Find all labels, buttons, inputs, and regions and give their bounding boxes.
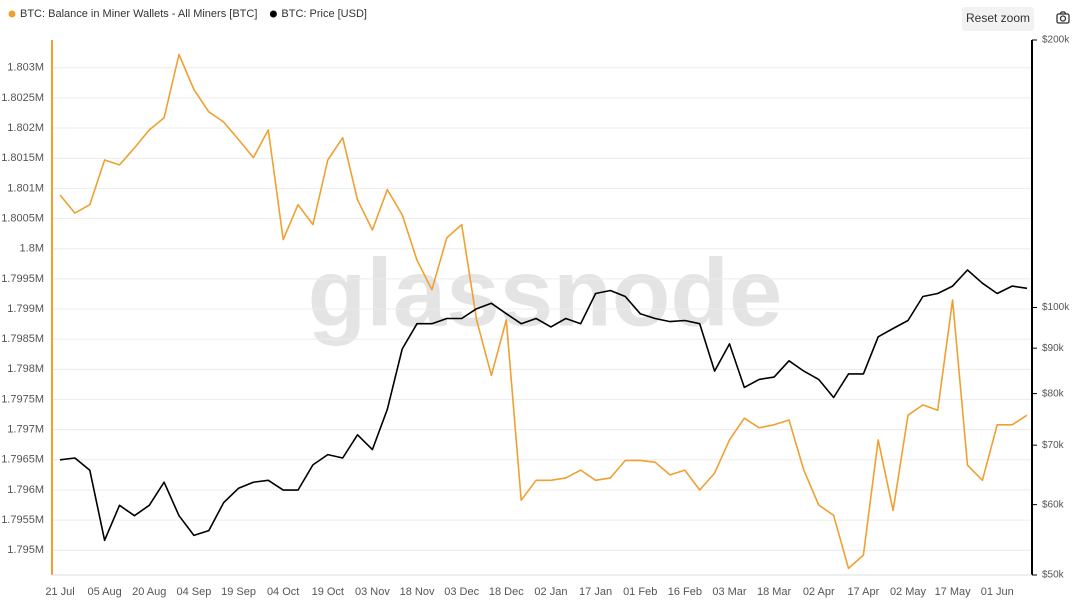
y2-tick-label: $50k [1042,570,1065,581]
y-tick-label: 1.799M [7,303,44,315]
y-tick-label: 1.8005M [1,212,44,224]
x-tick-label: 01 Feb [623,586,657,598]
legend-label: BTC: Balance in Miner Wallets - All Mine… [20,8,257,20]
y-tick-label: 1.797M [7,424,44,436]
x-tick-label: 20 Aug [132,586,166,598]
y-tick-label: 1.803M [7,62,44,74]
x-tick-label: 05 Aug [87,586,121,598]
x-tick-label: 16 Feb [668,586,702,598]
y-tick-label: 1.8M [20,243,44,255]
y2-tick-label: $100k [1042,302,1070,313]
x-tick-label: 19 Sep [221,586,256,598]
x-tick-label: 21 Jul [45,586,74,598]
watermark: glassnode [308,239,783,346]
x-tick-label: 18 Nov [400,586,435,598]
y-tick-label: 1.795M [7,544,44,556]
x-tick-label: 04 Oct [267,586,299,598]
y-tick-label: 1.8015M [1,152,44,164]
y2-tick-label: $70k [1042,440,1065,451]
y-tick-label: 1.801M [7,182,44,194]
x-tick-label: 17 May [935,586,972,598]
x-tick-label: 03 Mar [712,586,747,598]
y-tick-label: 1.798M [7,363,44,375]
y2-tick-label: $80k [1042,388,1065,399]
y2-tick-label: $90k [1042,343,1065,354]
y-tick-label: 1.7955M [1,514,44,526]
reset-zoom-label[interactable]: Reset zoom [966,11,1030,25]
x-tick-label: 03 Nov [355,586,390,598]
x-tick-label: 19 Oct [312,586,344,598]
legend-marker [8,10,16,18]
camera-icon[interactable] [1056,11,1070,24]
x-tick-label: 01 Jun [981,586,1014,598]
y-tick-label: 1.7985M [1,333,44,345]
x-tick-label: 04 Sep [176,586,211,598]
y-tick-label: 1.7965M [1,454,44,466]
series-line [59,53,1028,570]
y-tick-label: 1.7975M [1,393,44,405]
x-tick-label: 02 Jan [534,586,567,598]
x-tick-label: 03 Dec [444,586,479,598]
y-tick-label: 1.8025M [1,92,44,104]
x-tick-label: 02 Apr [803,586,835,598]
y-tick-label: 1.7995M [1,273,44,285]
y-tick-label: 1.802M [7,122,44,134]
series-line [59,269,1028,542]
x-tick-label: 17 Jan [579,586,612,598]
y-tick-label: 1.796M [7,484,44,496]
x-tick-label: 18 Mar [757,586,792,598]
x-tick-label: 17 Apr [847,586,879,598]
legend-marker [269,10,277,18]
x-tick-label: 02 May [890,586,927,598]
y2-tick-label: $200k [1042,35,1070,46]
legend-label: BTC: Price [USD] [281,8,367,20]
y2-tick-label: $60k [1042,499,1065,510]
x-tick-label: 18 Dec [489,586,524,598]
reset-zoom-button[interactable] [962,7,1034,31]
